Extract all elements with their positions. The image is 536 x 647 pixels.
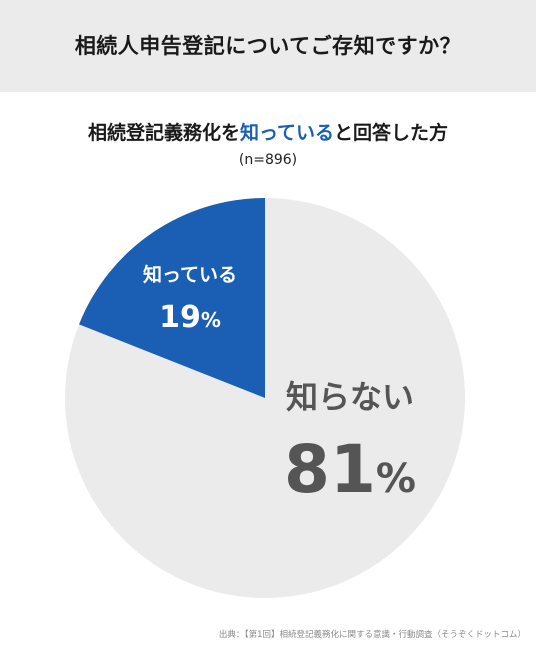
header-band xyxy=(0,0,536,92)
sample-size: (n=896) xyxy=(238,152,298,168)
pie-value-know: 19% xyxy=(159,300,221,335)
page-title: 相続人申告登記についてご存知ですか？ xyxy=(74,34,462,58)
subtitle-highlight: 知っている xyxy=(239,122,335,144)
pie-slice-know xyxy=(79,197,265,398)
pie-label-know: 知っている xyxy=(143,263,237,286)
subtitle-suffix: と回答した方 xyxy=(334,122,449,144)
pie-value-dont-know: 81% xyxy=(284,431,416,508)
subtitle-prefix: 相続登記義務化を xyxy=(87,122,240,144)
pie-label-dont-know: 知らない xyxy=(286,378,414,416)
source-citation: 出典：【第1回】相続登記義務化に関する意識・行動調査（そうぞくドットコム） xyxy=(218,630,526,640)
chart-subtitle: 相続登記義務化を知っていると回答した方 xyxy=(0,118,536,145)
